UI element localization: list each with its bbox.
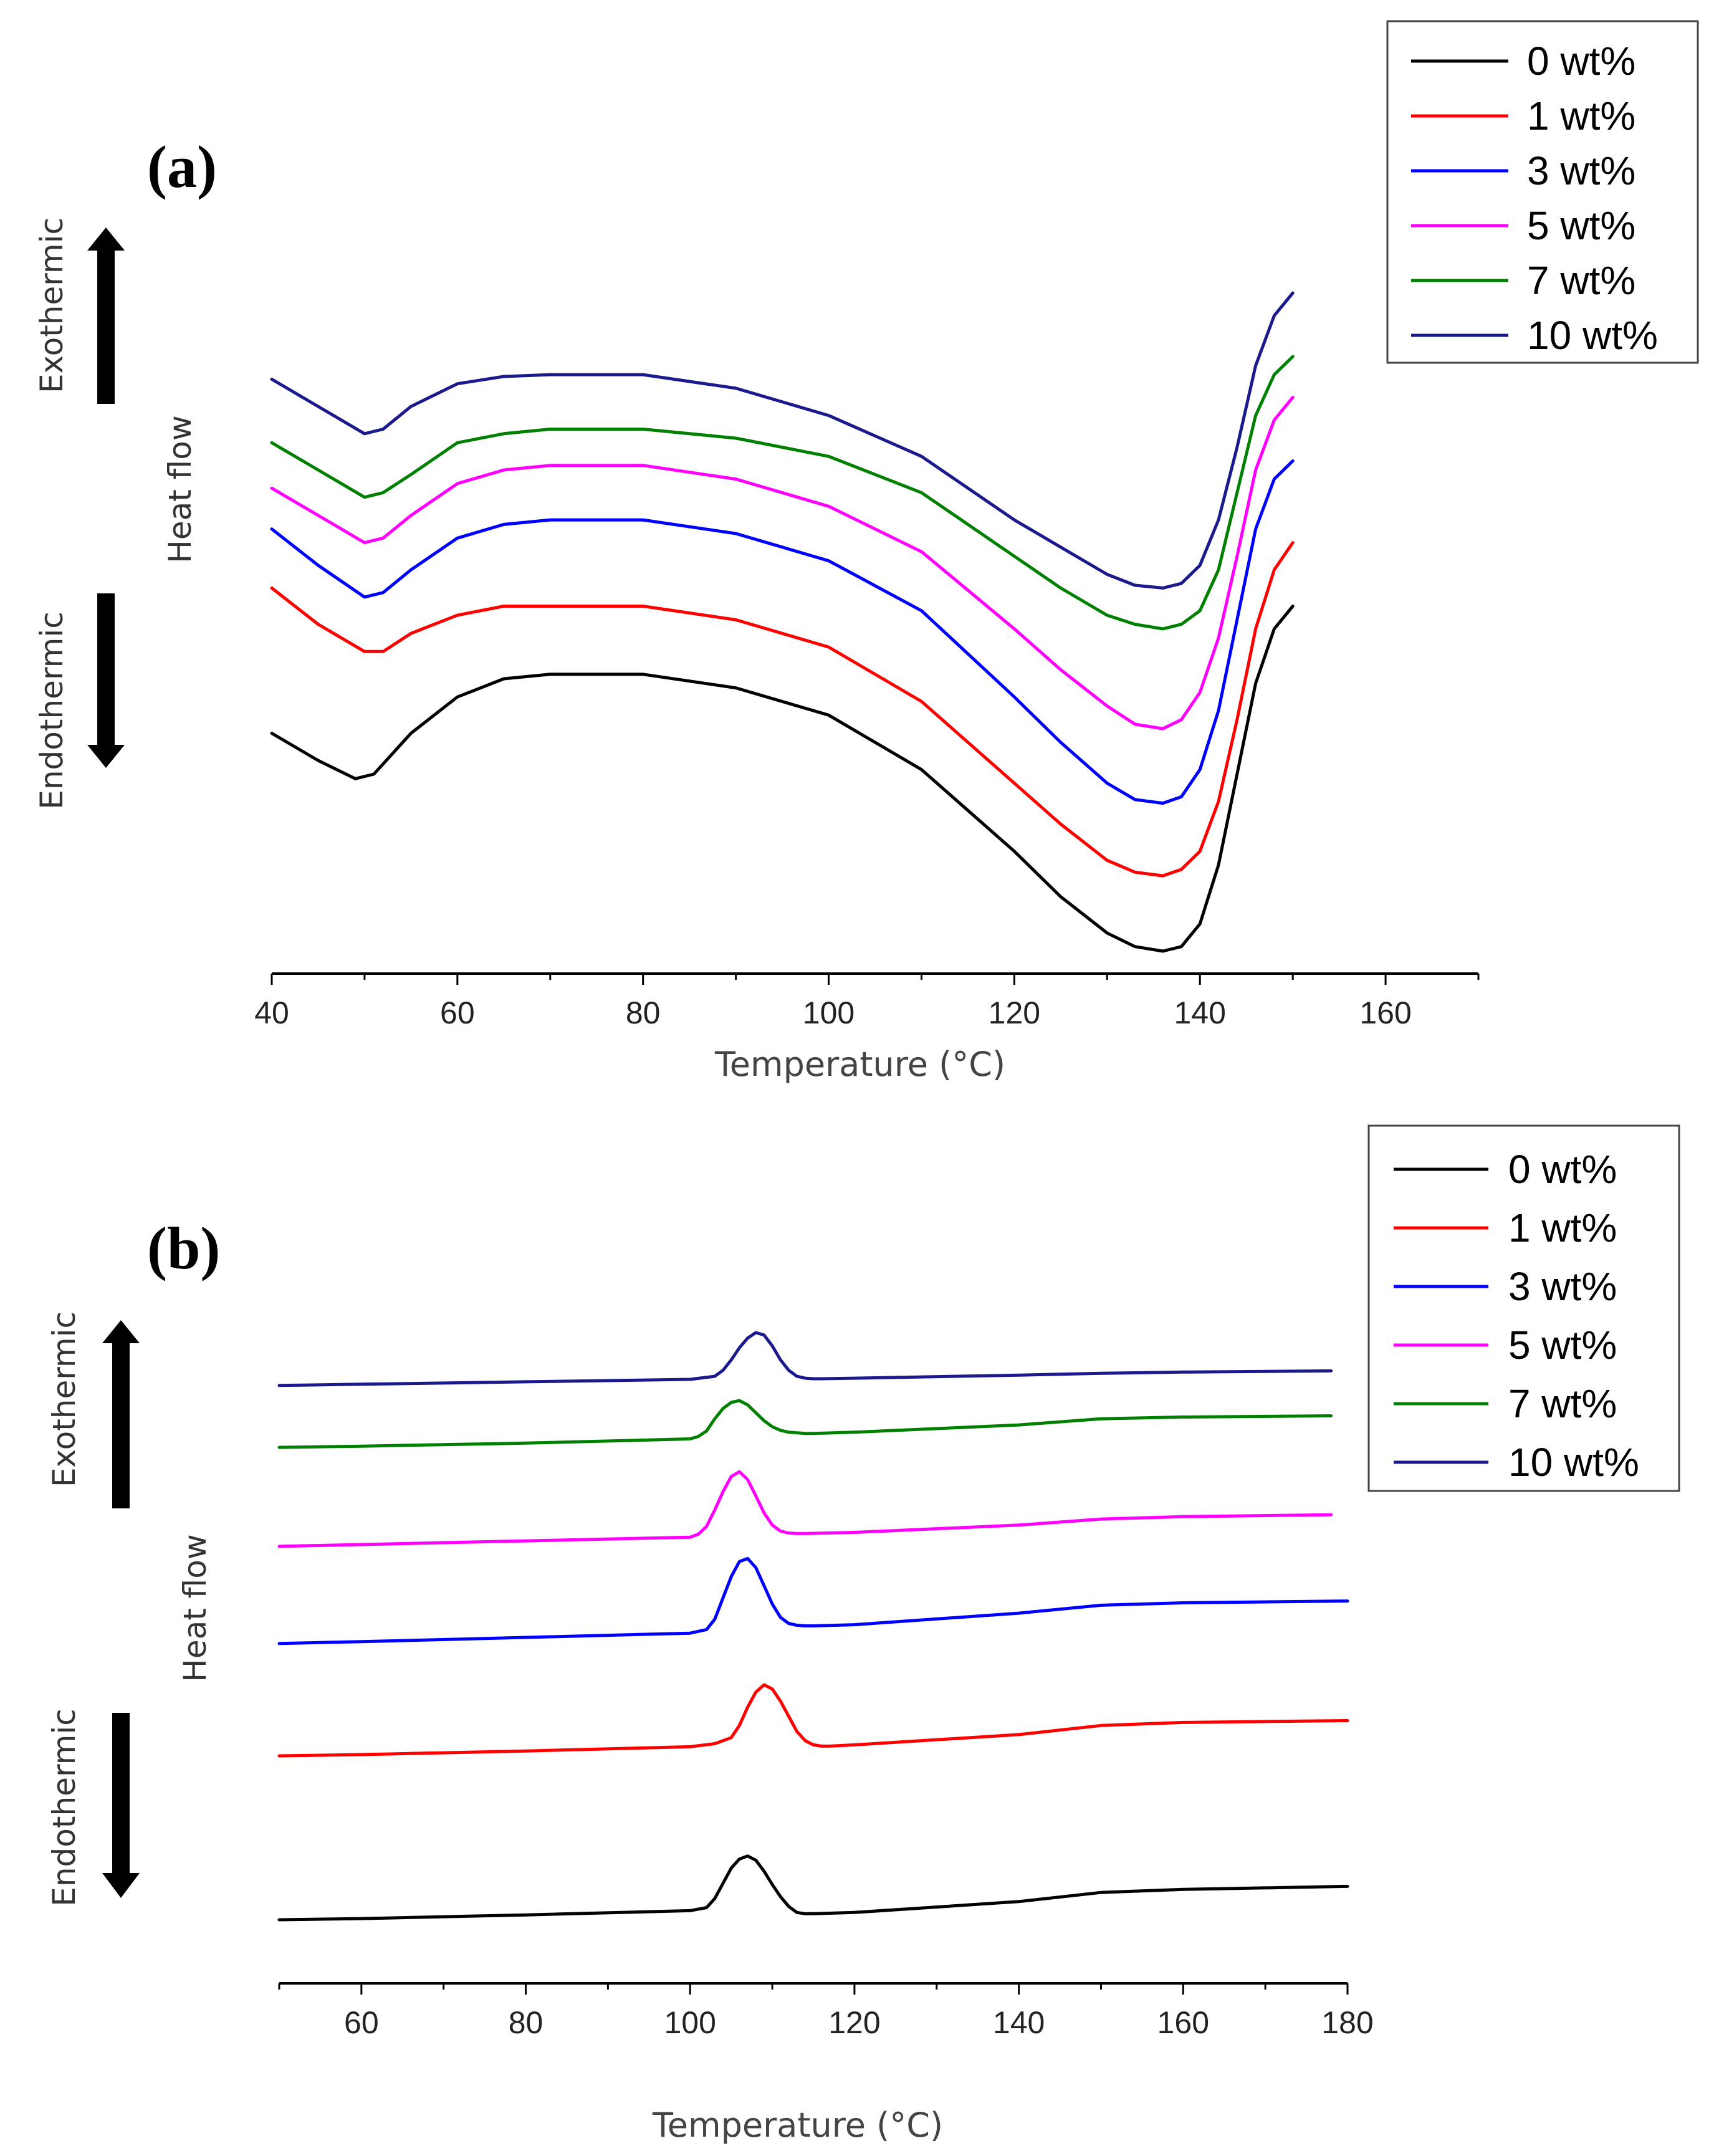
series-line-1-wt — [270, 541, 1295, 878]
panel-b: (b) Exothermic Endothermic Heat flow 60 8… — [46, 1124, 1680, 2145]
panel-b-x-axis-title: Temperature (°C) — [652, 2106, 943, 2145]
panel-a-exothermic-label: Exothermic — [34, 218, 70, 393]
panel-a-legend-box — [1386, 20, 1699, 364]
panel-b-exothermic-arrow-icon — [102, 1320, 140, 1508]
panel-a-label: (a) — [147, 133, 217, 200]
panel-b-legend-box — [1367, 1124, 1680, 1492]
panel-a-legend: 0 wt% 1 wt% 3 wt% 5 wt% 7 wt% 10 wt% — [1386, 20, 1699, 364]
panel-a-endothermic-label: Endothermic — [34, 611, 70, 809]
series-line-5-wt — [277, 1470, 1333, 1548]
series-line-0-wt — [277, 1854, 1349, 1922]
x-tick-label: 120 — [989, 995, 1040, 1030]
series-line-3-wt — [270, 459, 1295, 805]
legend-label: 10 wt% — [1527, 313, 1658, 358]
panel-b-series — [277, 1331, 1349, 1922]
legend-label: 10 wt% — [1508, 1440, 1639, 1485]
panel-a-endothermic-arrow-icon — [87, 593, 125, 768]
legend-label: 5 wt% — [1508, 1323, 1617, 1368]
panel-a-series — [270, 291, 1295, 953]
panel-b-endothermic-label: Endothermic — [46, 1708, 82, 1906]
legend-label: 7 wt% — [1527, 258, 1635, 303]
series-line-7-wt — [277, 1399, 1333, 1449]
legend-label: 3 wt% — [1527, 148, 1635, 193]
panel-a-y-axis-title: Heat flow — [162, 415, 198, 563]
x-tick-label: 80 — [509, 2005, 543, 2040]
series-line-10-wt — [270, 291, 1295, 590]
x-tick-label: 60 — [440, 995, 475, 1030]
x-tick-label: 140 — [1174, 995, 1226, 1030]
x-tick-label: 100 — [803, 995, 855, 1030]
series-line-1-wt — [277, 1683, 1349, 1758]
panel-b-x-ticks: 60 80 100 120 140 160 180 — [278, 1983, 1374, 2040]
panel-a-x-axis-title: Temperature (°C) — [714, 1045, 1005, 1084]
legend-label: 0 wt% — [1527, 39, 1635, 84]
legend-label: 1 wt% — [1527, 93, 1635, 138]
panel-b-legend: 0 wt% 1 wt% 3 wt% 5 wt% 7 wt% 10 wt% — [1367, 1124, 1680, 1492]
legend-label: 7 wt% — [1508, 1381, 1617, 1426]
panel-b-label: (b) — [147, 1215, 220, 1282]
x-tick-label: 40 — [254, 995, 289, 1030]
x-tick-label: 120 — [828, 2005, 880, 2040]
x-tick-label: 60 — [344, 2005, 379, 2040]
panel-a-x-ticks: 40 60 80 100 120 140 160 — [254, 974, 1480, 1030]
series-line-10-wt — [277, 1331, 1333, 1387]
legend-label: 3 wt% — [1508, 1264, 1617, 1309]
series-line-0-wt — [270, 605, 1295, 953]
x-tick-label: 180 — [1321, 2005, 1373, 2040]
x-tick-label: 100 — [664, 2005, 716, 2040]
panel-b-exothermic-label: Exothermic — [46, 1311, 82, 1487]
legend-label: 1 wt% — [1508, 1205, 1617, 1250]
panel-b-y-axis-title: Heat flow — [177, 1534, 213, 1682]
legend-label: 5 wt% — [1527, 203, 1635, 248]
x-tick-label: 160 — [1157, 2005, 1209, 2040]
panel-a: (a) Exothermic Endothermic Heat flow 40 6… — [34, 20, 1699, 1084]
x-tick-label: 80 — [626, 995, 661, 1030]
series-line-3-wt — [277, 1556, 1349, 1646]
panel-b-endothermic-arrow-icon — [102, 1713, 140, 1898]
panel-a-exothermic-arrow-icon — [87, 228, 125, 404]
x-tick-label: 160 — [1359, 995, 1411, 1030]
series-line-5-wt — [270, 396, 1295, 731]
legend-label: 0 wt% — [1508, 1147, 1617, 1192]
x-tick-label: 140 — [993, 2005, 1045, 2040]
series-line-7-wt — [270, 355, 1295, 631]
